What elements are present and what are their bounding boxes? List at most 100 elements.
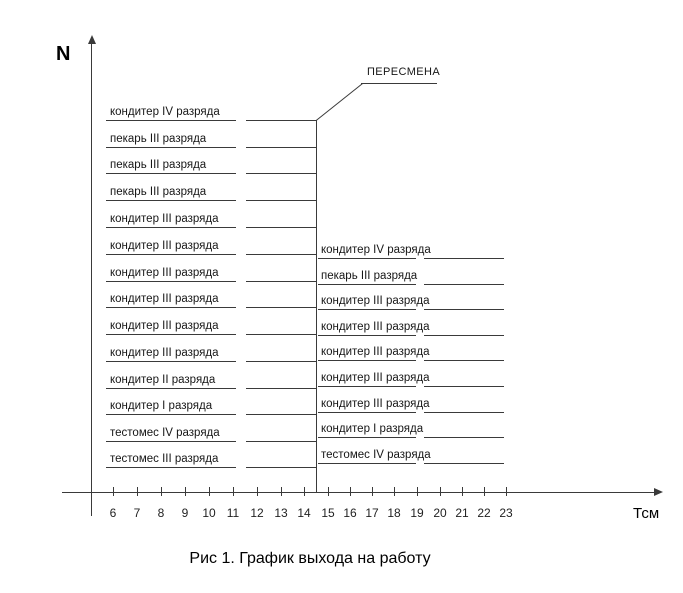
x-tick-mark: [484, 487, 485, 496]
worker-label: кондитер I разряда: [110, 400, 213, 412]
worker-label: кондитер III разряда: [321, 372, 430, 384]
worker-label: тестомес III разряда: [110, 453, 219, 465]
work-bar-segment: [318, 309, 416, 310]
worker-label: кондитер III разряда: [110, 320, 219, 332]
x-tick-label: 11: [226, 506, 240, 520]
x-tick-mark: [185, 487, 186, 496]
x-tick-label: 16: [343, 506, 357, 520]
x-tick-label: 17: [365, 506, 379, 520]
work-bar-segment: [318, 463, 416, 464]
x-tick-label: 21: [455, 506, 469, 520]
work-bar-segment: [424, 360, 504, 361]
work-bar-segment: [106, 334, 236, 335]
x-tick-label: 23: [499, 506, 513, 520]
x-tick-label: 10: [202, 506, 216, 520]
work-bar-segment: [318, 284, 416, 285]
x-tick-mark: [113, 487, 114, 496]
figure-caption: Рис 1. График выхода на работу: [189, 550, 431, 567]
worker-label: пекарь III разряда: [321, 270, 418, 282]
shift-change-callout-diagonal: [316, 83, 363, 121]
x-tick-mark: [440, 487, 441, 496]
x-tick-mark: [161, 487, 162, 496]
y-axis-arrow-icon: [88, 35, 96, 44]
work-bar-segment: [246, 414, 316, 415]
x-tick-label: 22: [477, 506, 491, 520]
worker-label: кондитер I разряда: [321, 423, 424, 435]
work-bar-segment: [318, 335, 416, 336]
work-bar-segment: [424, 412, 504, 413]
x-tick-mark: [304, 487, 305, 496]
x-tick-mark: [462, 487, 463, 496]
x-tick-label: 12: [250, 506, 264, 520]
work-bar-segment: [106, 147, 236, 148]
x-tick-mark: [233, 487, 234, 496]
work-bar-segment: [106, 467, 236, 468]
work-bar-segment: [246, 281, 316, 282]
worker-label: кондитер III разряда: [110, 293, 219, 305]
worker-label: кондитер III разряда: [321, 346, 430, 358]
worker-label: пекарь III разряда: [110, 159, 207, 171]
worker-label: кондитер III разряда: [110, 240, 219, 252]
x-tick-mark: [257, 487, 258, 496]
work-bar-segment: [318, 386, 416, 387]
worker-label: кондитер III разряда: [321, 398, 430, 410]
work-bar-segment: [106, 173, 236, 174]
worker-label: кондитер IV разряда: [110, 106, 220, 118]
work-bar-segment: [106, 254, 236, 255]
worker-label: кондитер III разряда: [321, 321, 430, 333]
work-bar-segment: [246, 388, 316, 389]
work-bar-segment: [106, 281, 236, 282]
worker-label: пекарь III разряда: [110, 133, 207, 145]
x-tick-label: 19: [410, 506, 424, 520]
worker-label: кондитер IV разряда: [321, 244, 431, 256]
worker-label: тестомес IV разряда: [110, 427, 220, 439]
work-bar-segment: [106, 441, 236, 442]
work-bar-segment: [318, 360, 416, 361]
x-tick-label: 7: [133, 506, 141, 520]
work-bar-segment: [424, 437, 504, 438]
x-tick-label: 9: [181, 506, 189, 520]
work-bar-segment: [246, 120, 316, 121]
x-axis-arrow-icon: [654, 488, 663, 496]
x-axis: [62, 492, 655, 493]
work-bar-segment: [246, 441, 316, 442]
work-bar-segment: [106, 307, 236, 308]
worker-label: кондитер III разряда: [321, 295, 430, 307]
work-bar-segment: [318, 258, 416, 259]
work-bar-segment: [106, 120, 236, 121]
x-tick-mark: [506, 487, 507, 496]
work-bar-segment: [106, 200, 236, 201]
x-tick-mark: [394, 487, 395, 496]
work-bar-segment: [246, 147, 316, 148]
x-tick-mark: [137, 487, 138, 496]
work-bar-segment: [246, 200, 316, 201]
x-tick-label: 15: [321, 506, 335, 520]
work-bar-segment: [424, 309, 504, 310]
work-bar-segment: [246, 227, 316, 228]
x-axis-label: Тсм: [633, 505, 660, 522]
x-tick-mark: [417, 487, 418, 496]
x-tick-mark: [372, 487, 373, 496]
worker-label: кондитер III разряда: [110, 347, 219, 359]
y-axis-label: N: [56, 43, 71, 65]
x-tick-mark: [209, 487, 210, 496]
x-tick-label: 14: [297, 506, 311, 520]
work-bar-segment: [424, 386, 504, 387]
y-axis: [91, 38, 92, 516]
work-bar-segment: [106, 414, 236, 415]
worker-label: кондитер II разряда: [110, 374, 216, 386]
x-tick-mark: [350, 487, 351, 496]
worker-label: кондитер III разряда: [110, 213, 219, 225]
work-bar-segment: [318, 412, 416, 413]
x-tick-label: 8: [157, 506, 165, 520]
shift-change-line: [316, 120, 317, 492]
worker-label: пекарь III разряда: [110, 186, 207, 198]
work-bar-segment: [106, 361, 236, 362]
work-bar-segment: [106, 227, 236, 228]
x-tick-label: 6: [109, 506, 117, 520]
worker-label: кондитер III разряда: [110, 267, 219, 279]
work-bar-segment: [424, 463, 504, 464]
work-bar-segment: [246, 254, 316, 255]
work-bar-segment: [246, 361, 316, 362]
x-tick-label: 20: [433, 506, 447, 520]
